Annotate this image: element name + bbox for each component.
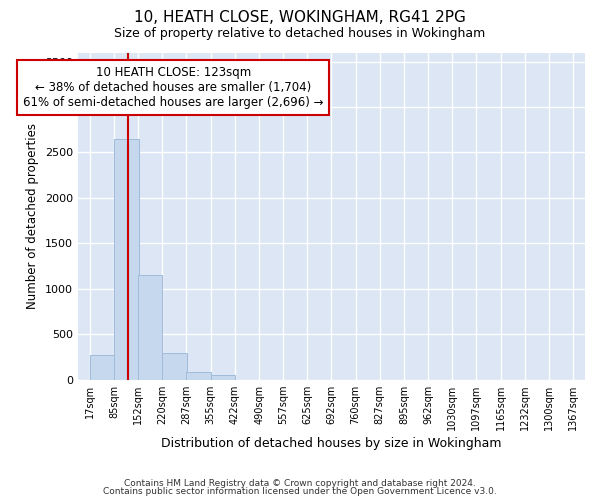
Text: Size of property relative to detached houses in Wokingham: Size of property relative to detached ho… bbox=[115, 28, 485, 40]
X-axis label: Distribution of detached houses by size in Wokingham: Distribution of detached houses by size … bbox=[161, 437, 502, 450]
Bar bbox=[163, 354, 187, 380]
Text: Contains HM Land Registry data © Crown copyright and database right 2024.: Contains HM Land Registry data © Crown c… bbox=[124, 478, 476, 488]
Text: 10 HEATH CLOSE: 123sqm
← 38% of detached houses are smaller (1,704)
61% of semi-: 10 HEATH CLOSE: 123sqm ← 38% of detached… bbox=[23, 66, 323, 109]
Bar bbox=[90, 355, 114, 380]
Text: Contains public sector information licensed under the Open Government Licence v3: Contains public sector information licen… bbox=[103, 487, 497, 496]
Y-axis label: Number of detached properties: Number of detached properties bbox=[26, 123, 39, 309]
Bar bbox=[114, 139, 139, 380]
Bar bbox=[138, 275, 163, 380]
Bar bbox=[187, 372, 211, 380]
Text: 10, HEATH CLOSE, WOKINGHAM, RG41 2PG: 10, HEATH CLOSE, WOKINGHAM, RG41 2PG bbox=[134, 10, 466, 25]
Bar bbox=[211, 375, 235, 380]
